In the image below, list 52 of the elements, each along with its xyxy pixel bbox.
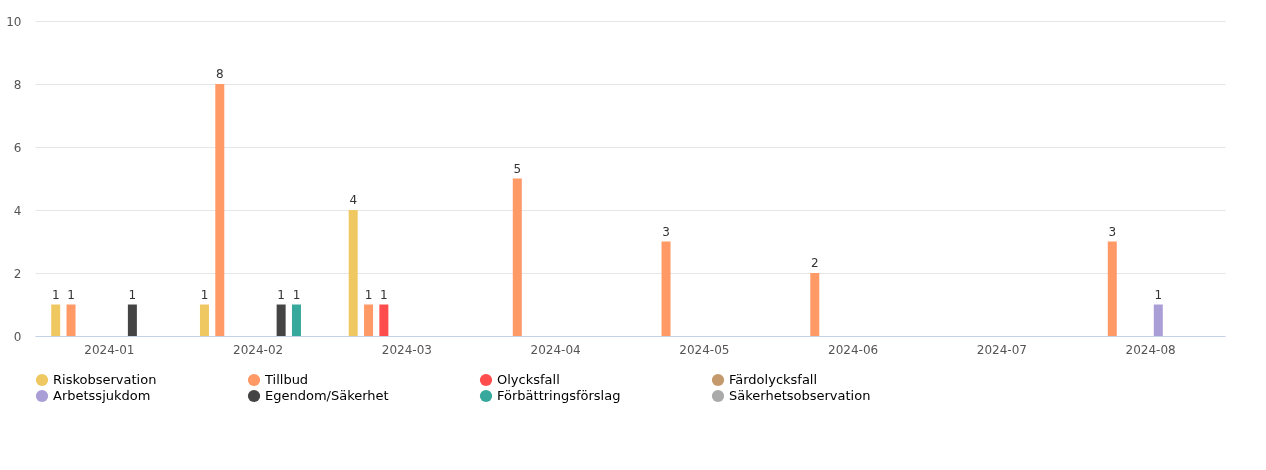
x-tick-label: 2024-08 — [1125, 342, 1176, 357]
data-label: 1 — [277, 287, 285, 302]
bar — [199, 304, 209, 336]
x-tick-label: 2024-06 — [828, 342, 879, 357]
x-tick-label: 2024-05 — [679, 342, 730, 357]
bar — [127, 304, 137, 336]
data-label: 8 — [215, 67, 224, 81]
data-label: 1 — [200, 287, 209, 302]
bar — [1153, 304, 1163, 336]
x-tick-label: 2024-04 — [530, 342, 581, 357]
bar — [276, 304, 286, 336]
data-label: 1 — [292, 287, 301, 302]
data-label: 1 — [380, 287, 388, 302]
data-label: 1 — [1154, 287, 1163, 302]
bar — [66, 304, 76, 336]
data-label: 5 — [513, 161, 522, 176]
data-label: 1 — [67, 287, 75, 302]
legend-label: Säkerhetsobservation — [729, 388, 871, 403]
bar — [291, 304, 301, 336]
data-label: 3 — [662, 224, 670, 239]
legend-label: Tillbud — [264, 372, 309, 387]
bar — [810, 273, 820, 336]
legend-label: Egendom/Säkerhet — [265, 388, 389, 403]
y-tick-label: 2 — [13, 266, 22, 281]
bar — [215, 84, 225, 336]
y-tick-label: 10 — [6, 14, 22, 29]
y-tick-label: 0 — [13, 329, 22, 344]
data-label: 3 — [1108, 224, 1117, 239]
y-tick-label: 4 — [13, 203, 22, 218]
bar — [348, 210, 358, 336]
data-label: 1 — [128, 287, 137, 302]
bar — [364, 304, 374, 336]
data-label: 2 — [810, 256, 819, 270]
bar — [1107, 241, 1117, 336]
bar — [512, 178, 522, 336]
x-tick-label: 2024-07 — [976, 342, 1027, 357]
x-tick-label: 2024-02 — [233, 342, 284, 357]
legend-label: Arbetssjukdom — [53, 388, 151, 403]
bar — [661, 241, 671, 336]
data-label: 1 — [51, 287, 60, 302]
legend-label: Olycksfall — [497, 372, 560, 387]
bar — [379, 304, 389, 336]
legend-label: Riskobservation — [53, 372, 157, 387]
bar — [51, 304, 61, 336]
data-label: 1 — [364, 287, 373, 302]
legend-label: Färdolycksfall — [729, 372, 818, 387]
x-tick-label: 2024-03 — [381, 342, 432, 357]
x-tick-label: 2024-01 — [84, 342, 135, 357]
data-label: 4 — [349, 193, 358, 207]
y-tick-label: 8 — [13, 77, 22, 92]
y-tick-label: 6 — [13, 140, 22, 155]
legend-label: Förbättringsförslag — [497, 388, 621, 403]
